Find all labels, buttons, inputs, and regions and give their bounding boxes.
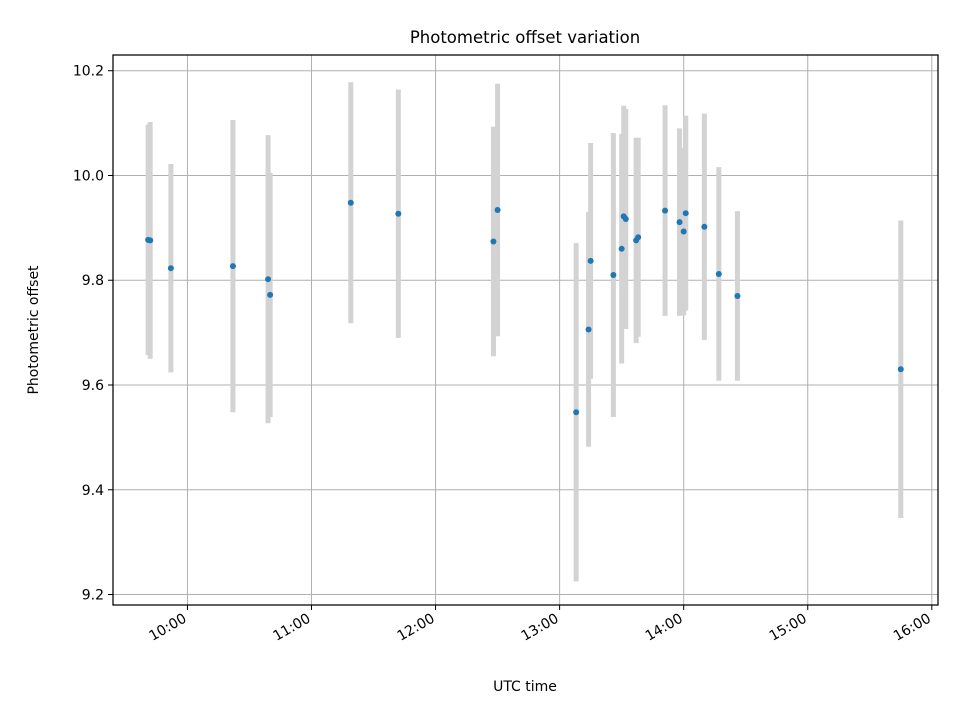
x-tick-label: 11:00	[271, 611, 314, 645]
x-axis-ticks: 10:00 11:00 12:00 13:00 14:00 15:00 16:00	[146, 605, 934, 645]
data-point	[662, 207, 669, 214]
data-point	[395, 210, 402, 217]
x-tick-label: 14:00	[643, 611, 686, 645]
data-point	[585, 326, 592, 333]
data-point	[734, 292, 741, 299]
x-tick-label: 15:00	[767, 611, 810, 645]
y-tick-label: 9.4	[82, 483, 104, 499]
data-point	[897, 366, 904, 373]
plot-area-frame	[112, 54, 939, 606]
data-point	[610, 272, 617, 278]
data-point	[682, 210, 689, 217]
data-point	[573, 409, 580, 416]
x-tick-label: 13:00	[519, 611, 562, 645]
data-point	[265, 276, 272, 283]
grid-lines	[113, 55, 938, 605]
data-point	[490, 238, 497, 245]
data-point	[347, 199, 354, 206]
data-point	[701, 223, 708, 230]
data-point	[267, 291, 274, 298]
x-axis-label: UTC time	[493, 679, 557, 695]
data-point	[715, 270, 722, 277]
x-tick-label: 10:00	[146, 611, 189, 645]
data-point	[587, 257, 594, 264]
y-tick-label: 9.6	[82, 378, 104, 394]
data-point	[618, 245, 625, 252]
y-tick-label: 9.2	[82, 588, 104, 604]
y-tick-label: 9.8	[82, 273, 104, 289]
x-tick-label: 12:00	[395, 611, 438, 645]
data-points	[145, 199, 904, 416]
y-tick-label: 10.0	[73, 168, 104, 184]
data-point	[229, 263, 236, 270]
y-axis-label: Photometric offset	[26, 265, 42, 395]
y-tick-label: 10.2	[73, 64, 104, 80]
data-point	[167, 265, 174, 272]
chart-title: Photometric offset variation	[410, 28, 640, 47]
data-point	[622, 215, 629, 222]
data-point	[676, 219, 683, 226]
data-point	[147, 237, 154, 244]
error-bars	[145, 82, 904, 582]
y-axis-ticks: 9.2 9.4 9.6 9.8 10.0 10.2	[73, 64, 113, 604]
data-point	[494, 207, 501, 214]
data-point	[635, 234, 642, 241]
x-tick-label: 16:00	[891, 611, 934, 645]
data-point	[680, 228, 687, 235]
